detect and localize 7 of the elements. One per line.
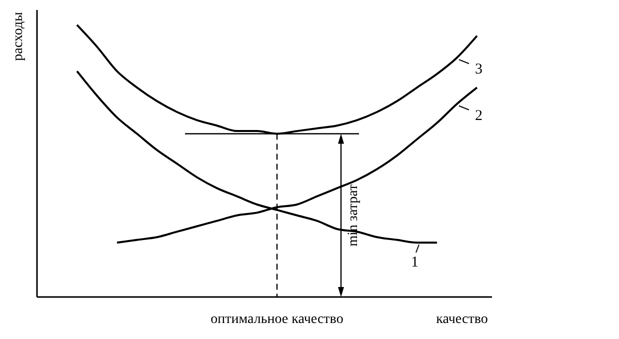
legend-label: 2 xyxy=(475,108,482,124)
x-axis-title: качество xyxy=(436,312,488,327)
annotation: min затрат xyxy=(346,184,361,246)
legend-label: 1 xyxy=(411,254,418,271)
text: оптимальное качество xyxy=(210,312,344,327)
legend-label: 3 xyxy=(475,62,482,78)
y-axis-title: расходы xyxy=(11,11,26,61)
